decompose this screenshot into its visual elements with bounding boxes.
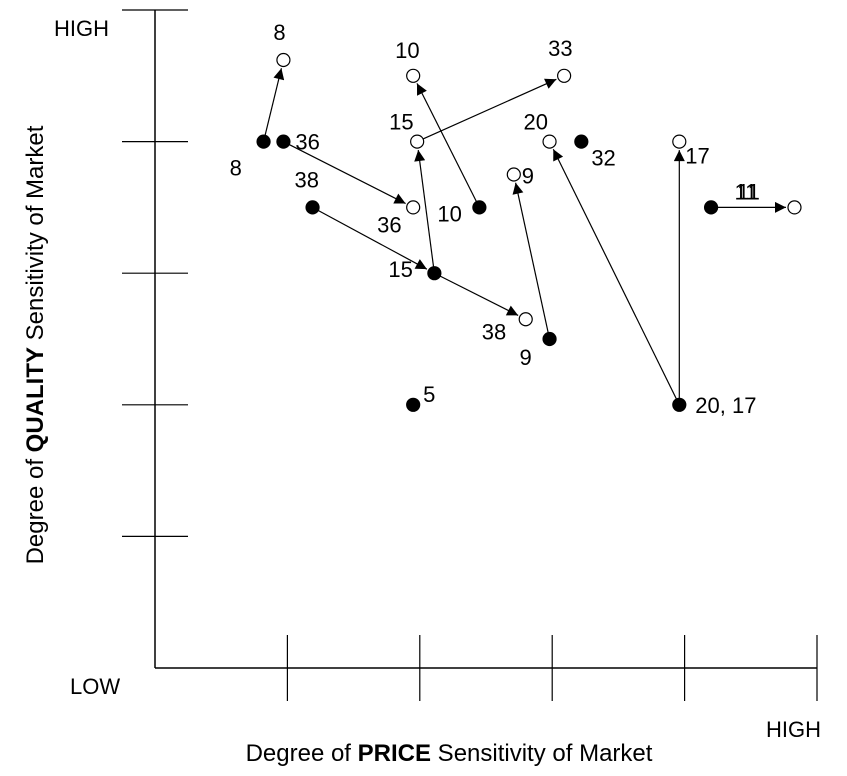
arrow-f9-to-o9 [512,182,549,333]
y-axis-label-pre: Degree of [22,452,49,564]
filled-point-f15 [427,266,442,281]
point-label-o15: 15 [389,110,413,135]
point-label-f38: 38 [295,167,319,192]
open-point-o33 [557,68,572,83]
data-points [256,52,802,412]
x-high-label: HIGH [766,717,821,742]
point-label-o38: 38 [482,319,506,344]
point-label-o10: 10 [395,38,419,63]
arrows [264,68,786,400]
x-axis-label-pre: Degree of [246,740,358,767]
arrow-f15-to-o38 [439,275,519,316]
x-axis-label-bold: PRICE [358,740,431,767]
y-high-label: HIGH [54,16,109,41]
filled-point-f10 [472,200,487,215]
filled-point-f36 [276,134,291,149]
open-point-o10 [406,68,421,83]
filled-point-f32 [574,134,589,149]
arrow-f8-to-o8 [264,68,285,136]
arrow-f20-to-o20 [552,148,677,400]
point-label-o36: 36 [377,212,401,237]
arrow-o15-to-o33 [422,78,557,140]
point-label-o8: 8 [273,20,285,45]
point-label-o11: 11 [734,179,757,204]
arrow-f38-to-f15 [317,209,428,270]
point-label-f36: 36 [295,130,319,155]
open-point-o17 [672,134,687,149]
open-point-o9 [506,167,521,182]
point-label-f11: 11 [737,179,760,204]
point-label-o33: 33 [548,36,572,61]
open-point-o38 [518,312,533,327]
open-point-o15 [410,134,425,149]
point-label-o20: 20 [524,110,548,135]
arrow-f15-to-o15 [414,149,435,267]
point-label-f5: 5 [423,382,435,407]
open-point-o20 [542,134,557,149]
arrow-f36-to-o36 [288,144,406,205]
point-label-f15: 15 [388,257,412,282]
axes [154,10,817,669]
point-label-f20: 20, 17 [695,393,756,418]
y-axis-label: Degree of QUALITY Sensitivity of Market [22,125,49,564]
open-point-o8 [276,52,291,68]
open-point-o36 [406,200,421,215]
point-label-o17: 17 [685,144,709,169]
x-low-label: LOW [70,674,120,699]
point-label-f10: 10 [437,201,461,226]
arrow-f10-to-o10 [416,83,477,202]
x-axis-label: Degree of PRICE Sensitivity of Market [246,740,653,767]
point-label-o9: 9 [522,164,534,189]
x-axis-label-post: Sensitivity of Market [431,740,653,767]
filled-point-f20 [672,397,687,412]
open-point-o11 [787,200,802,215]
y-axis-label-bold: QUALITY [22,347,49,452]
filled-point-f5 [406,397,421,412]
filled-point-f9 [542,331,557,347]
tick-marks [122,9,818,701]
filled-point-f38 [305,200,320,215]
filled-point-f11 [703,200,719,215]
point-label-f9: 9 [520,345,532,370]
point-label-f8: 8 [230,156,242,181]
y-axis-label-post: Sensitivity of Market [22,125,49,347]
filled-point-f8 [256,134,271,149]
point-label-f32: 32 [591,146,615,171]
